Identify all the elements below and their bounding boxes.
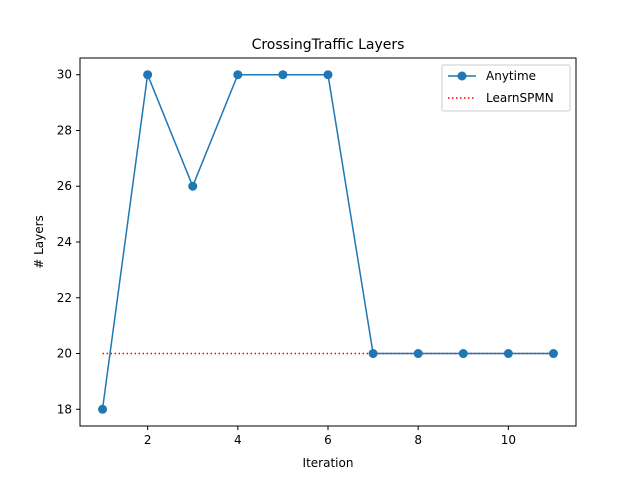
y-axis-title: # Layers — [32, 215, 46, 269]
anytime-data-point — [323, 70, 333, 80]
legend-anytime-marker — [457, 71, 467, 81]
anytime-data-point — [548, 349, 558, 359]
chart-title: CrossingTraffic Layers — [252, 37, 405, 53]
y-tick-label: 22 — [57, 291, 72, 305]
x-tick-label: 8 — [414, 433, 422, 447]
anytime-data-point — [98, 404, 108, 414]
anytime-data-point — [188, 181, 198, 191]
x-tick-label: 2 — [144, 433, 152, 447]
y-tick-label: 26 — [57, 179, 72, 193]
y-tick-label: 18 — [57, 402, 72, 416]
y-tick-label: 30 — [57, 68, 72, 82]
legend-anytime-label: Anytime — [486, 69, 536, 83]
anytime-data-point — [368, 349, 378, 359]
anytime-data-point — [413, 349, 423, 359]
x-tick-label: 10 — [501, 433, 516, 447]
x-tick-label: 6 — [324, 433, 332, 447]
x-tick-label: 4 — [234, 433, 242, 447]
x-axis-title: Iteration — [303, 456, 354, 470]
plot-area — [98, 70, 558, 414]
y-tick-label: 24 — [57, 235, 72, 249]
y-tick-label: 20 — [57, 347, 72, 361]
anytime-data-point — [503, 349, 513, 359]
anytime-data-point — [458, 349, 468, 359]
legend-learnspmn-label: LearnSPMN — [486, 91, 554, 105]
anytime-data-point — [233, 70, 243, 80]
anytime-data-point — [143, 70, 153, 80]
legend: Anytime LearnSPMN — [441, 64, 571, 112]
anytime-data-point — [278, 70, 288, 80]
y-axis: 18 20 22 24 26 28 30 — [57, 68, 80, 416]
y-tick-label: 28 — [57, 123, 72, 137]
x-axis: 2 4 6 8 10 — [144, 426, 516, 447]
